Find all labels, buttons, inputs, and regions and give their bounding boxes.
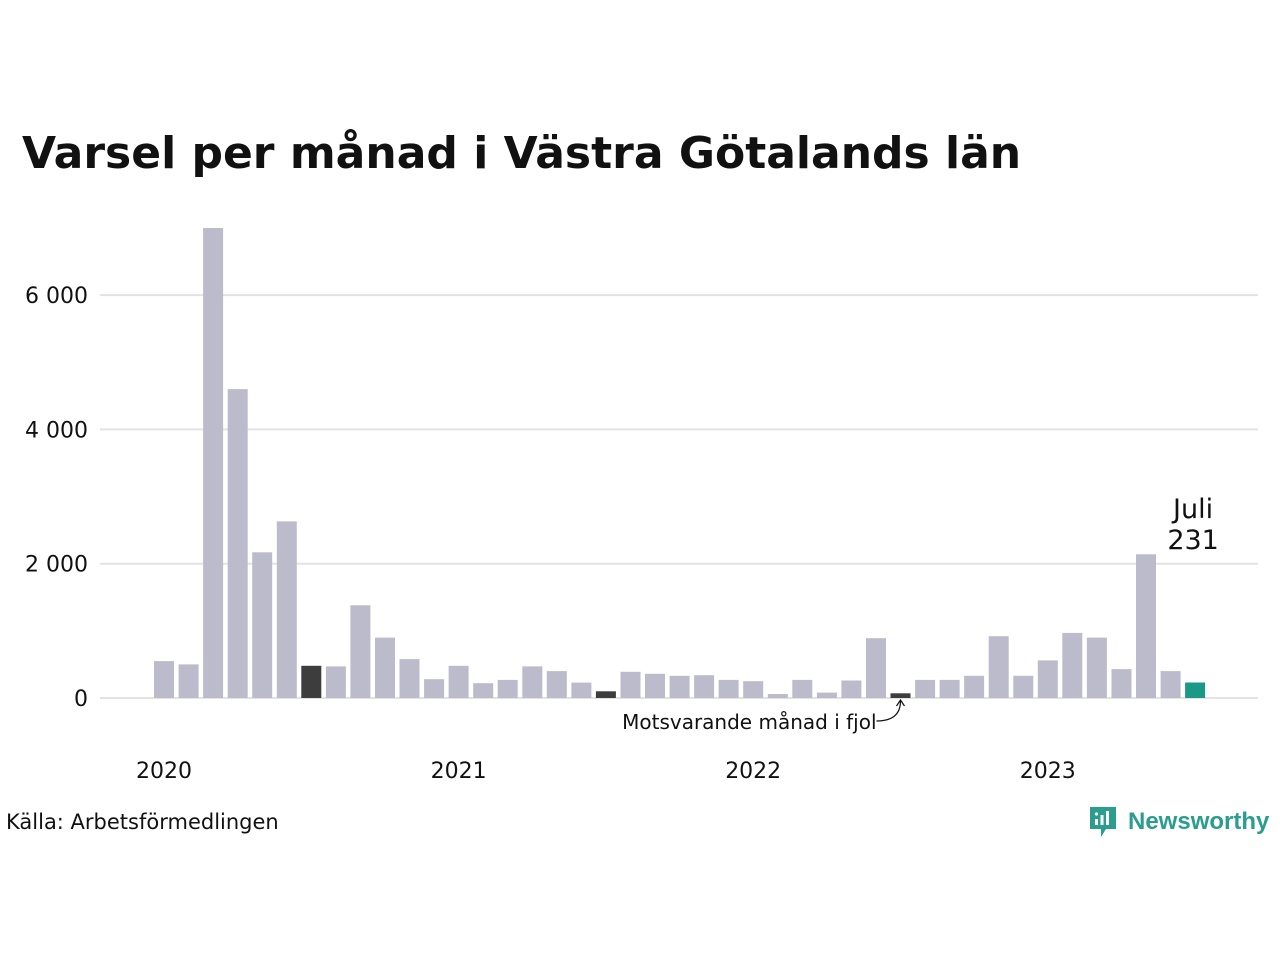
y-axis-ticks: 0 2 000 4 000 6 000 <box>25 284 88 712</box>
bar <box>276 521 297 698</box>
bar <box>620 671 641 698</box>
bar <box>522 666 543 698</box>
bar <box>792 679 813 698</box>
brand-logo: Newsworthy <box>1088 802 1269 842</box>
bar <box>816 692 837 698</box>
bar <box>203 228 224 698</box>
bar <box>1037 660 1058 698</box>
annotations: Juli 231 Motsvarande månad i fjol <box>622 494 1219 734</box>
bar <box>350 605 371 698</box>
bar <box>939 679 960 698</box>
bar <box>988 636 1009 698</box>
bar <box>227 389 248 698</box>
gridlines <box>100 294 1258 699</box>
newsworthy-logo-icon <box>1090 807 1116 837</box>
chart-title: Varsel per månad i Västra Götalands län <box>22 128 1022 179</box>
bar <box>325 666 346 698</box>
prev-year-arrow <box>876 698 905 722</box>
bar <box>1111 669 1132 698</box>
bar <box>964 675 985 698</box>
y-tick-label: 4 000 <box>25 418 88 443</box>
source-note: Källa: Arbetsförmedlingen <box>6 810 279 834</box>
prev-year-annotation: Motsvarande månad i fjol <box>622 710 876 734</box>
bar <box>645 673 665 698</box>
bar <box>915 679 936 698</box>
bar-current-month <box>1185 682 1206 698</box>
y-tick-label: 6 000 <box>25 284 88 309</box>
x-year-label: 2023 <box>1020 759 1076 784</box>
bar <box>473 683 494 698</box>
bar <box>767 694 788 698</box>
bar-chart: 0 2 000 4 000 6 000 2020 2021 2022 2023 Juli 2… <box>25 228 1258 784</box>
bar <box>375 637 395 698</box>
bar-prev-year-month <box>595 691 616 698</box>
current-month-label: Juli <box>1171 494 1213 525</box>
x-year-label: 2022 <box>725 759 781 784</box>
bar <box>546 671 567 698</box>
bar <box>1086 637 1107 698</box>
brand-name: Newsworthy <box>1128 808 1270 835</box>
y-tick-label: 2 000 <box>25 553 88 578</box>
bar <box>694 675 715 698</box>
bar <box>252 552 273 698</box>
bar <box>718 679 739 698</box>
x-year-label: 2020 <box>136 759 192 784</box>
bar <box>1062 632 1083 698</box>
bar <box>154 661 174 698</box>
bar <box>399 659 420 698</box>
bar-prev-year-month <box>301 665 322 698</box>
bar <box>743 681 764 698</box>
bar <box>1136 554 1156 698</box>
bar <box>866 638 886 698</box>
y-tick-label: 0 <box>74 687 88 712</box>
x-axis-year-labels: 2020 2021 2022 2023 <box>136 759 1076 784</box>
bar <box>841 680 862 698</box>
bar <box>448 665 469 698</box>
x-year-label: 2021 <box>431 759 487 784</box>
bar <box>178 664 199 698</box>
bar <box>571 682 592 698</box>
bar <box>1013 675 1034 698</box>
current-value-label: 231 <box>1167 525 1219 556</box>
bar-prev-year-month <box>890 693 911 698</box>
bar <box>497 679 518 698</box>
bar <box>1160 671 1181 698</box>
bar <box>669 675 690 698</box>
bars <box>154 228 1206 698</box>
bar <box>424 679 445 698</box>
